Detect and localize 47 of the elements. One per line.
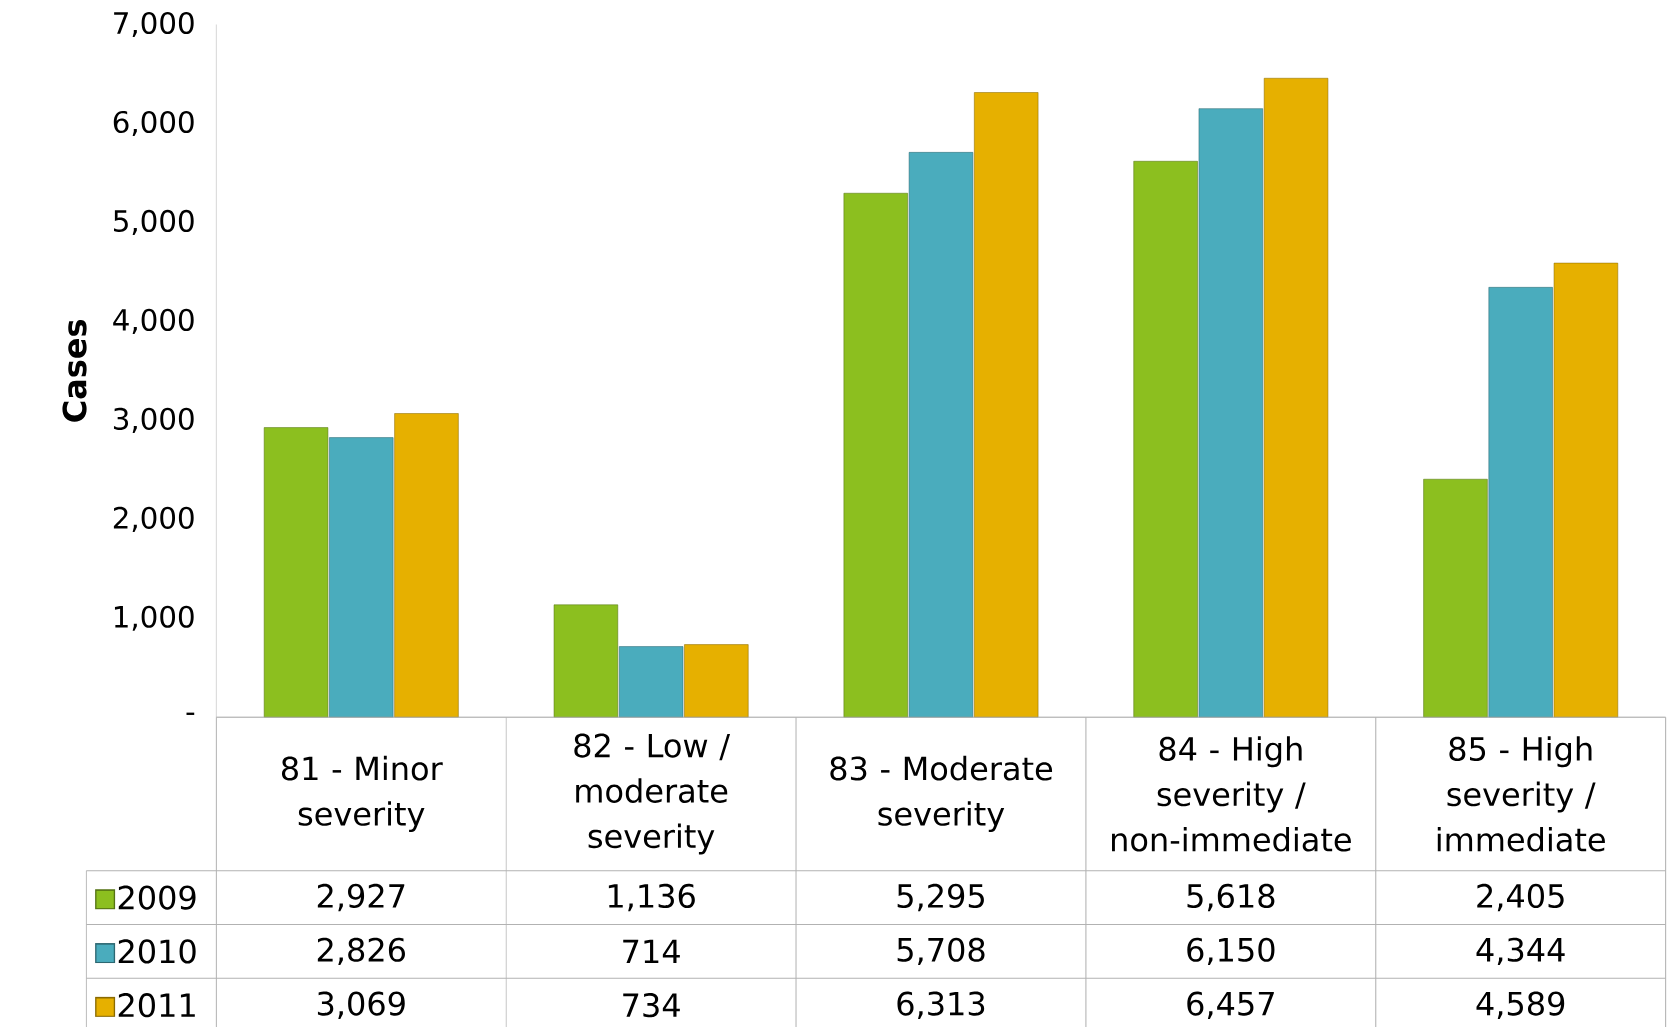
bar [1263, 77, 1329, 718]
data-label: 1,136 [608, 883, 695, 912]
data-label: 2,405 [1477, 883, 1564, 912]
bar [684, 644, 749, 718]
y-tick-label: 2,000 [113, 506, 194, 532]
data-label: 4,344 [1476, 937, 1565, 965]
x-tick-label: 85 - High severity / immediate [1437, 736, 1605, 852]
data-label: 5,295 [897, 883, 984, 912]
data-label: 734 [623, 992, 680, 1018]
x-tick-label: 84 - High severity / non-immediate [1112, 736, 1351, 852]
bar [974, 92, 1039, 718]
bar [553, 604, 619, 718]
bar [1133, 160, 1198, 718]
bar [618, 646, 684, 718]
bar [843, 192, 908, 718]
bar [1423, 478, 1488, 718]
bar [263, 427, 329, 718]
data-label: 2,927 [317, 883, 405, 912]
y-tick-label: - [186, 712, 195, 715]
bar [1553, 262, 1619, 718]
legend-label: 2011 [118, 992, 195, 1018]
x-tick-label: 81 - Minor severity [281, 755, 443, 832]
bar [394, 413, 459, 718]
y-tick-label: 3,000 [113, 407, 194, 433]
data-label: 6,150 [1187, 937, 1275, 965]
x-tick-label: 82 - Low / moderate severity [574, 733, 731, 855]
bar [329, 437, 394, 718]
data-label: 4,589 [1476, 991, 1565, 1019]
y-tick-label: 1,000 [114, 605, 194, 631]
bar [1198, 108, 1263, 718]
x-tick-label: 83 - Moderate severity [830, 755, 1053, 832]
y-tick-label: 4,000 [113, 308, 194, 334]
data-label: 2,826 [317, 937, 405, 965]
data-label: 3,069 [317, 991, 405, 1019]
y-tick-label: 5,000 [114, 209, 194, 235]
data-label: 5,708 [897, 937, 985, 965]
bar [1488, 286, 1553, 718]
data-label: 6,313 [897, 991, 985, 1019]
data-label: 714 [623, 939, 680, 963]
legend-label: 2010 [118, 939, 196, 964]
y-tick-label: 7,000 [114, 11, 194, 37]
y-axis-title: Cases [62, 319, 87, 422]
bar [908, 151, 974, 718]
data-label: 5,618 [1187, 883, 1275, 912]
y-tick-label: 6,000 [113, 110, 194, 136]
data-label: 6,457 [1187, 991, 1274, 1019]
legend-label: 2009 [118, 885, 196, 910]
